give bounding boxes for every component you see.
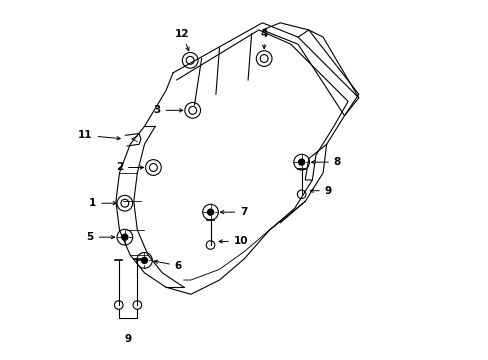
Text: 12: 12 xyxy=(174,29,189,51)
Text: 7: 7 xyxy=(220,207,247,217)
Text: 9: 9 xyxy=(124,334,131,343)
Text: 4: 4 xyxy=(260,29,267,49)
Text: 2: 2 xyxy=(116,162,143,172)
Text: 3: 3 xyxy=(153,105,183,115)
Circle shape xyxy=(207,209,213,215)
Circle shape xyxy=(298,159,304,165)
Circle shape xyxy=(122,234,128,240)
Text: 8: 8 xyxy=(311,157,340,167)
Text: 6: 6 xyxy=(154,260,182,271)
Text: 5: 5 xyxy=(86,232,114,242)
Text: 10: 10 xyxy=(219,237,248,247)
Text: 9: 9 xyxy=(309,186,331,196)
Circle shape xyxy=(141,257,147,264)
Text: 11: 11 xyxy=(78,130,120,140)
Text: 1: 1 xyxy=(89,198,116,208)
